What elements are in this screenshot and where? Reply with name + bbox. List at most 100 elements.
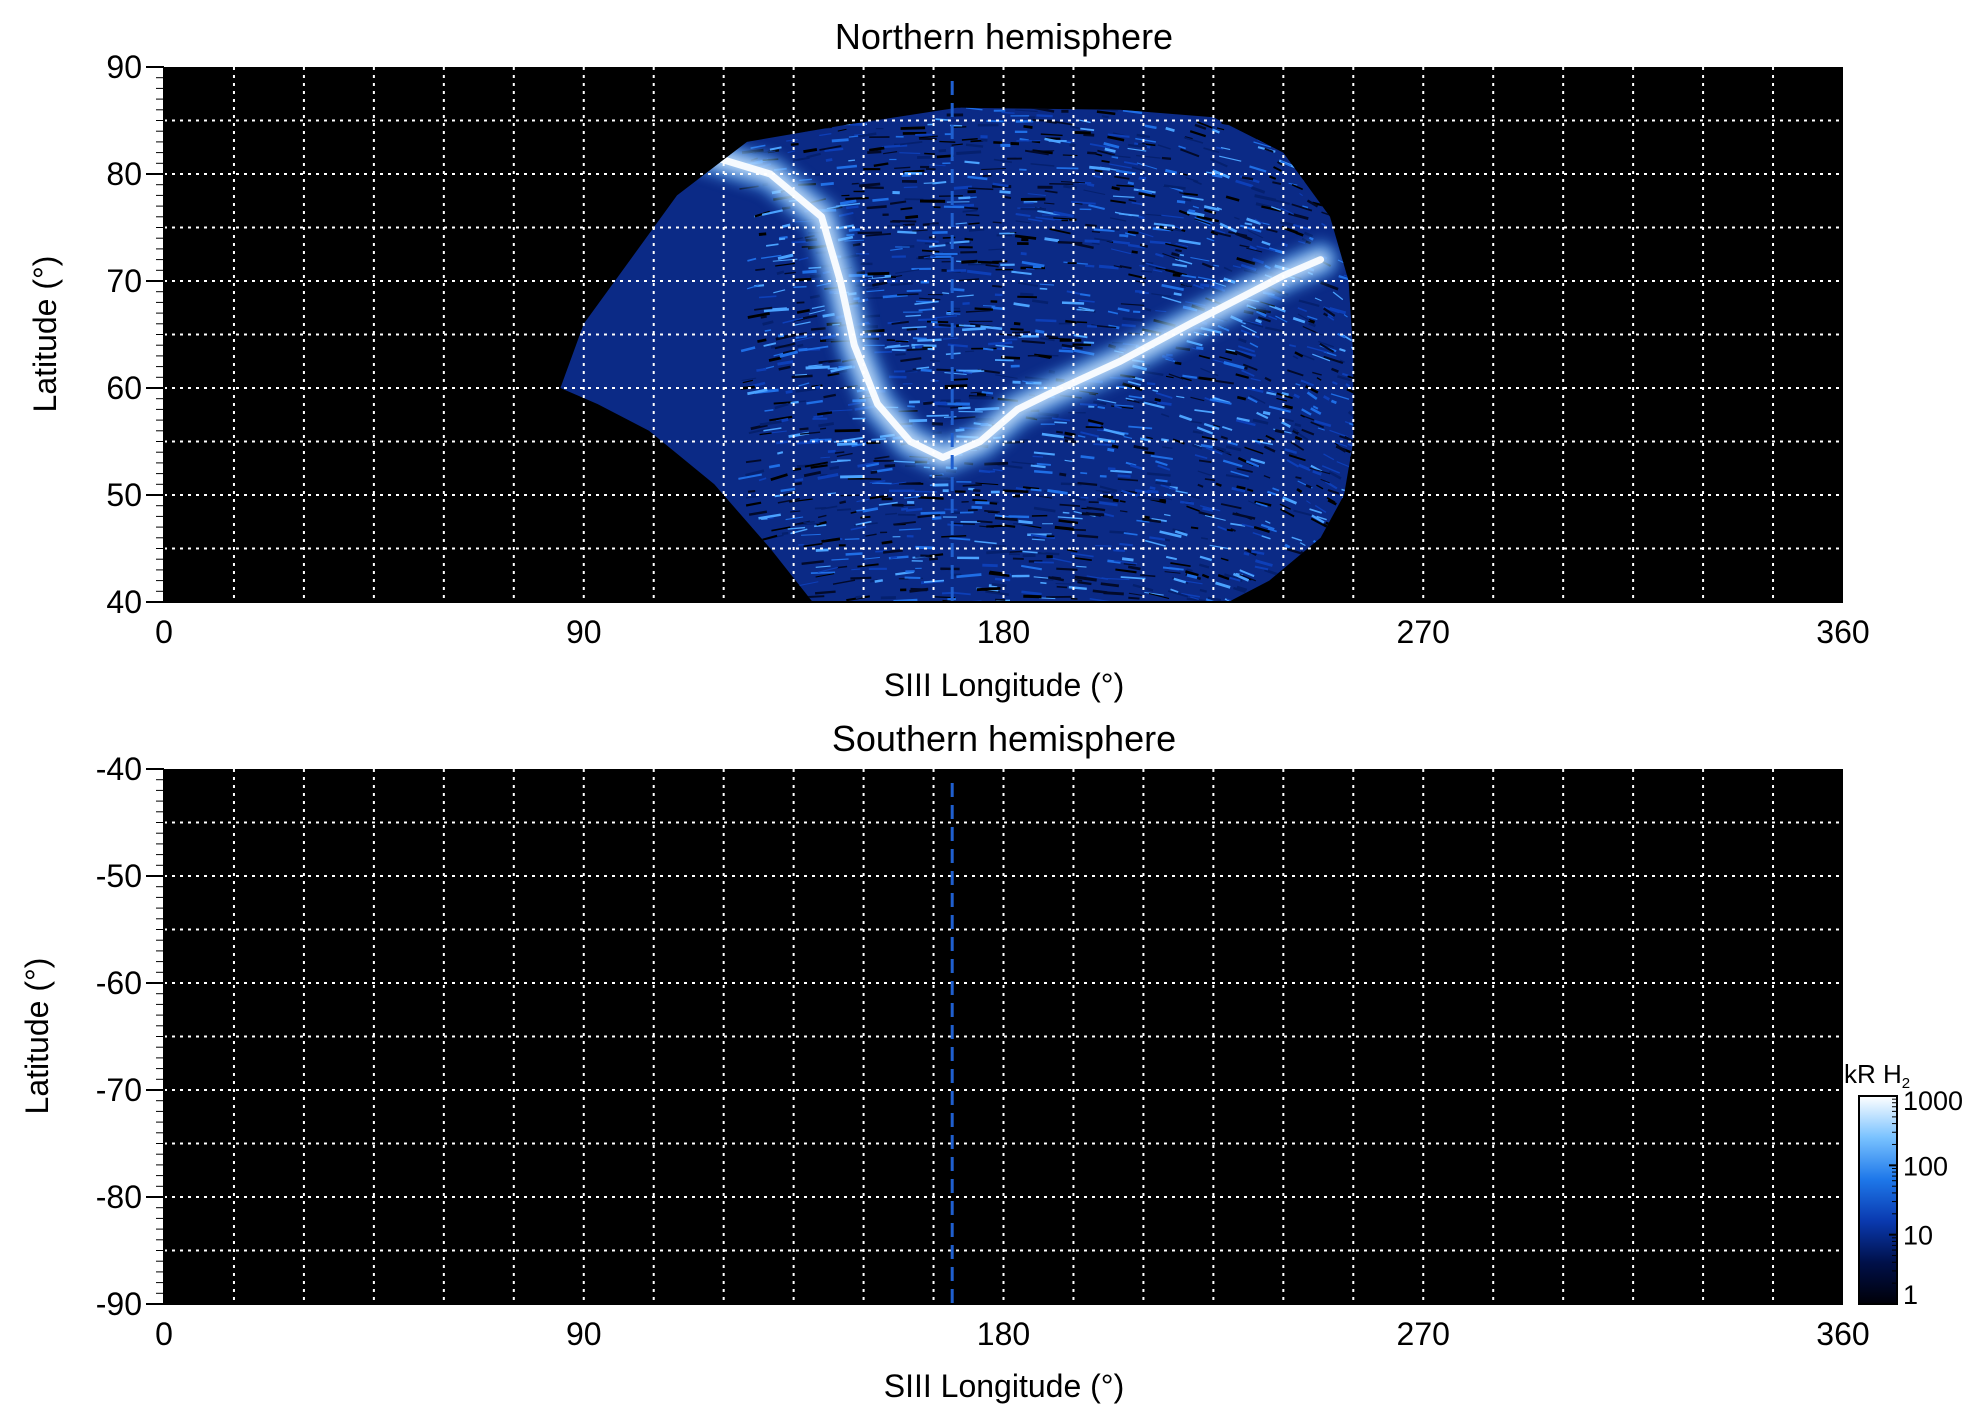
emission-streak xyxy=(901,507,909,511)
emission-streak xyxy=(1279,503,1291,510)
emission-streak xyxy=(872,274,885,278)
emission-streak xyxy=(1292,429,1300,436)
emission-streak xyxy=(1251,550,1265,555)
emission-streak xyxy=(907,347,928,352)
emission-streak xyxy=(954,592,971,596)
emission-streak xyxy=(1188,209,1196,213)
emission-streak xyxy=(900,207,913,211)
emission-streak xyxy=(1316,515,1327,521)
emission-streak xyxy=(785,389,793,394)
emission-streak xyxy=(1333,441,1348,447)
emission-streak xyxy=(1035,329,1045,334)
emission-streak xyxy=(748,427,770,435)
emission-streak xyxy=(865,533,877,537)
emission-streak xyxy=(1310,517,1327,528)
emission-streak xyxy=(992,468,1003,472)
emission-streak xyxy=(1087,324,1098,328)
emission-streak xyxy=(803,147,818,154)
emission-streak xyxy=(1262,410,1271,416)
emission-streak xyxy=(1020,252,1027,256)
emission-streak xyxy=(1149,536,1166,541)
emission-streak xyxy=(1230,522,1246,527)
emission-streak xyxy=(1127,147,1147,152)
emission-streak xyxy=(851,568,861,571)
south-x-axis-label: SIII Longitude (°) xyxy=(884,1368,1124,1404)
emission-streak xyxy=(965,107,983,111)
emission-streak xyxy=(915,133,933,136)
emission-streak xyxy=(763,308,789,313)
emission-streak xyxy=(1114,405,1122,409)
emission-streak xyxy=(1347,443,1354,450)
emission-streak xyxy=(1256,245,1276,252)
emission-streak xyxy=(1329,429,1348,438)
emission-streak xyxy=(1324,480,1338,490)
emission-streak xyxy=(866,289,885,293)
emission-streak xyxy=(918,308,936,312)
emission-streak xyxy=(1041,214,1066,217)
emission-streak xyxy=(1327,499,1337,506)
emission-streak xyxy=(943,416,957,419)
emission-streak xyxy=(1253,141,1272,148)
emission-streak xyxy=(1330,399,1337,405)
emission-streak xyxy=(1241,523,1255,529)
emission-streak xyxy=(1098,501,1118,507)
y-tick-label: 80 xyxy=(106,156,142,192)
emission-streak xyxy=(1077,580,1092,586)
emission-streak xyxy=(1307,604,1322,608)
emission-streak xyxy=(750,144,766,149)
emission-streak xyxy=(1054,121,1074,126)
emission-streak xyxy=(1220,557,1229,562)
emission-streak xyxy=(898,528,921,531)
emission-streak xyxy=(802,269,817,274)
emission-streak xyxy=(1347,375,1354,380)
y-tick-label: -50 xyxy=(96,858,142,894)
emission-streak xyxy=(1196,426,1214,435)
emission-streak xyxy=(1249,342,1259,348)
emission-streak xyxy=(742,379,754,384)
emission-streak xyxy=(784,271,796,275)
emission-streak xyxy=(1143,307,1152,312)
emission-streak xyxy=(1253,525,1270,533)
emission-streak xyxy=(839,199,857,206)
emission-streak xyxy=(1096,398,1117,404)
emission-streak xyxy=(890,282,913,287)
y-tick-label: -90 xyxy=(96,1286,142,1322)
emission-streak xyxy=(899,482,921,485)
emission-streak xyxy=(1138,215,1145,220)
emission-streak xyxy=(1155,252,1164,258)
emission-streak xyxy=(1040,337,1055,342)
emission-streak xyxy=(942,337,959,340)
emission-streak xyxy=(1089,165,1111,171)
emission-streak xyxy=(1240,263,1257,272)
emission-streak xyxy=(929,476,955,481)
emission-streak xyxy=(1001,111,1015,114)
emission-streak xyxy=(1045,120,1057,124)
emission-streak xyxy=(949,537,971,541)
emission-streak xyxy=(1021,260,1045,268)
emission-streak xyxy=(1083,189,1106,196)
emission-streak xyxy=(1131,201,1143,206)
emission-streak xyxy=(929,164,946,167)
emission-streak xyxy=(1301,428,1315,436)
emission-streak xyxy=(1091,242,1100,245)
emission-streak xyxy=(1242,363,1258,371)
emission-streak xyxy=(773,352,785,357)
emission-streak xyxy=(975,601,985,602)
emission-streak xyxy=(1128,596,1140,600)
emission-streak xyxy=(857,461,880,468)
emission-streak xyxy=(1056,585,1068,589)
emission-streak xyxy=(864,296,887,300)
emission-streak xyxy=(1110,199,1126,204)
emission-streak xyxy=(1246,217,1262,225)
emission-streak xyxy=(1032,455,1044,458)
emission-streak xyxy=(1299,193,1303,197)
emission-streak xyxy=(1318,340,1335,348)
emission-streak xyxy=(1310,407,1322,415)
emission-streak xyxy=(1051,417,1071,422)
emission-streak xyxy=(1310,421,1325,429)
emission-streak xyxy=(1056,430,1063,434)
emission-streak xyxy=(1213,264,1220,267)
emission-streak xyxy=(890,248,903,251)
emission-streak xyxy=(837,128,847,132)
